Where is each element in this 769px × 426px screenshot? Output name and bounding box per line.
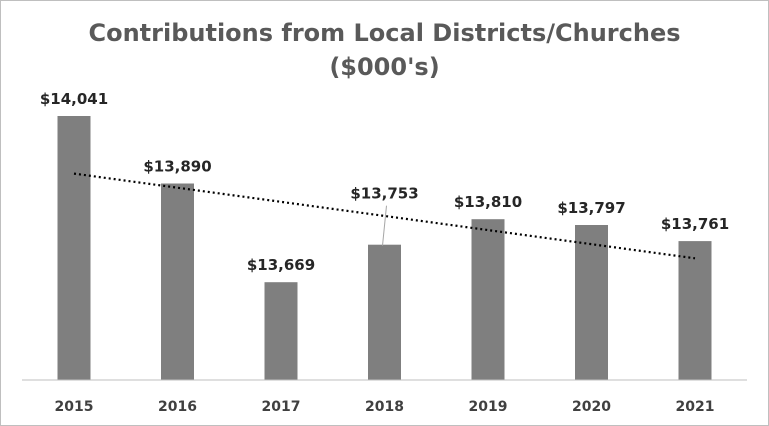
x-tick-2016: 2016 (158, 399, 197, 415)
bar-2016 (161, 183, 194, 380)
x-tick-2017: 2017 (262, 399, 301, 415)
data-label-2019: $13,810 (454, 193, 522, 211)
bar-2019 (471, 219, 505, 380)
x-tick-2020: 2020 (572, 399, 611, 415)
x-tick-2019: 2019 (469, 399, 508, 415)
data-label-2016: $13,890 (143, 158, 211, 176)
chart-title: Contributions from Local Districts/Churc… (0, 16, 769, 84)
x-tick-2018: 2018 (365, 399, 404, 415)
x-tick-2015: 2015 (55, 399, 94, 415)
data-label-2020: $13,797 (557, 199, 625, 217)
data-label-2021: $13,761 (661, 215, 729, 233)
bar-2017 (264, 282, 298, 380)
data-label-leader-2018 (382, 205, 387, 246)
ticks-layer: 2015 2016 2017 2018 2019 2020 2021 (55, 399, 715, 415)
bars-layer (57, 116, 712, 380)
bar-2021 (678, 241, 712, 380)
bar-2015 (57, 116, 91, 380)
chart-title-line2: ($000's) (329, 53, 440, 81)
data-label-2015: $14,041 (40, 90, 108, 108)
data-label-2017: $13,669 (247, 256, 315, 274)
chart-title-line1: Contributions from Local Districts/Churc… (88, 19, 681, 47)
x-tick-2021: 2021 (676, 399, 715, 415)
bar-2020 (575, 225, 608, 380)
data-label-2018: $13,753 (350, 185, 418, 203)
bar-2018 (368, 244, 401, 380)
labels-layer: $14,041 $13,890 $13,669 $13,753 $13,810 $13,7… (40, 90, 729, 274)
